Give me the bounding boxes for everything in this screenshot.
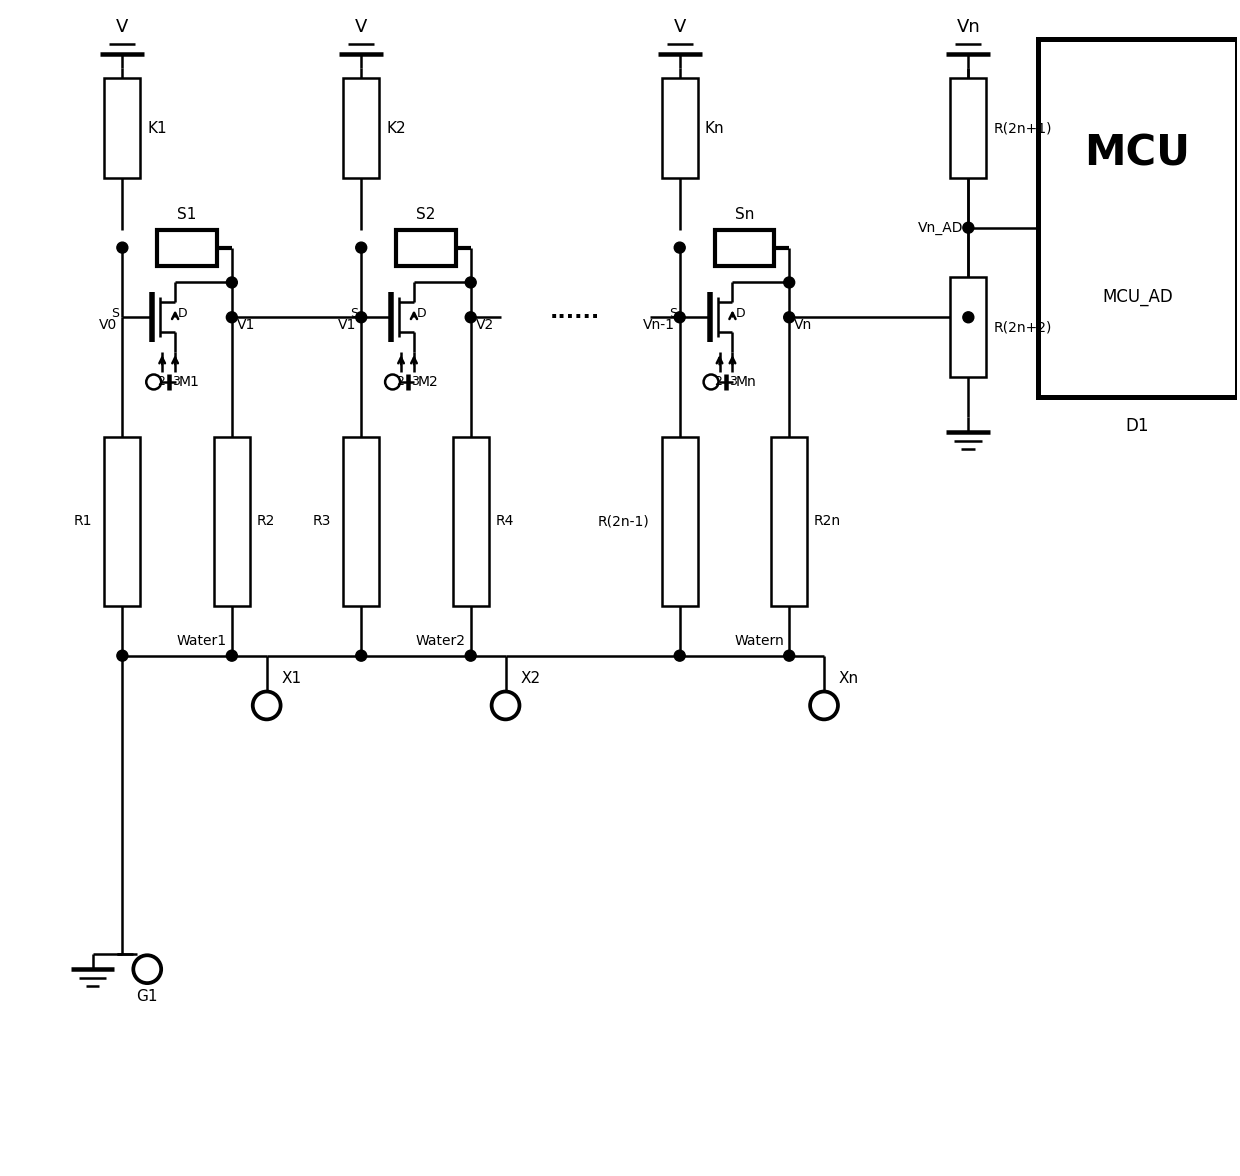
Text: R(2n-1): R(2n-1) [598, 514, 650, 528]
Text: M2: M2 [418, 375, 438, 389]
Circle shape [117, 650, 128, 661]
Text: Vn-1: Vn-1 [642, 319, 675, 333]
Text: V2: V2 [476, 319, 494, 333]
Circle shape [465, 278, 476, 288]
Bar [343, 436, 379, 606]
Bar [1038, 39, 1238, 397]
Bar [950, 79, 986, 178]
Text: S2: S2 [417, 207, 435, 222]
Text: X2: X2 [521, 670, 541, 686]
Bar [662, 436, 698, 606]
Circle shape [675, 312, 686, 322]
Text: K2: K2 [386, 121, 405, 135]
Text: V: V [117, 18, 129, 35]
Circle shape [784, 312, 795, 322]
Bar [950, 278, 986, 377]
Text: R4: R4 [496, 514, 513, 528]
Text: Watern: Watern [734, 634, 784, 648]
Text: R3: R3 [312, 514, 331, 528]
Text: MCU: MCU [1085, 132, 1190, 174]
Circle shape [117, 242, 128, 253]
Text: G1: G1 [136, 989, 157, 1004]
Text: 3: 3 [172, 375, 180, 388]
Circle shape [356, 242, 367, 253]
Text: Water1: Water1 [177, 634, 227, 648]
Text: V1: V1 [237, 319, 255, 333]
Bar [343, 79, 379, 178]
Circle shape [465, 650, 476, 661]
Text: R(2n+1): R(2n+1) [993, 121, 1052, 135]
Circle shape [356, 650, 367, 661]
Text: Mn: Mn [737, 375, 756, 389]
Text: D: D [417, 307, 427, 320]
Text: K1: K1 [148, 121, 167, 135]
Text: Vn: Vn [956, 18, 981, 35]
Circle shape [227, 650, 237, 661]
Text: Xn: Xn [839, 670, 859, 686]
Text: D1: D1 [1126, 416, 1149, 435]
Bar [396, 229, 456, 266]
Circle shape [675, 242, 686, 253]
Text: MCU_AD: MCU_AD [1102, 288, 1173, 306]
Text: 3: 3 [729, 375, 738, 388]
Bar [215, 436, 249, 606]
Text: V: V [673, 18, 686, 35]
Text: R(2n+2): R(2n+2) [993, 320, 1052, 334]
Text: D: D [735, 307, 745, 320]
Circle shape [356, 312, 367, 322]
Bar [714, 229, 774, 266]
Text: 2: 2 [714, 375, 723, 388]
Text: V: V [355, 18, 367, 35]
Text: Sn: Sn [735, 207, 754, 222]
Text: R2: R2 [257, 514, 275, 528]
Bar [453, 436, 489, 606]
Text: S1: S1 [177, 207, 197, 222]
Circle shape [784, 650, 795, 661]
Circle shape [784, 278, 795, 288]
Text: 3: 3 [410, 375, 419, 388]
Circle shape [465, 312, 476, 322]
Text: S: S [350, 307, 358, 320]
Text: R2n: R2n [815, 514, 841, 528]
Text: S: S [112, 307, 119, 320]
Text: Water2: Water2 [415, 634, 466, 648]
Circle shape [963, 222, 973, 233]
Text: 2: 2 [396, 375, 404, 388]
Bar [104, 79, 140, 178]
Text: X1: X1 [281, 670, 301, 686]
Text: V0: V0 [99, 319, 118, 333]
Text: S: S [668, 307, 677, 320]
Text: Vn: Vn [794, 319, 812, 333]
Text: Vn_AD: Vn_AD [918, 221, 963, 235]
Text: M1: M1 [179, 375, 200, 389]
Bar [771, 436, 807, 606]
Text: 2: 2 [157, 375, 165, 388]
Circle shape [227, 278, 237, 288]
Text: Kn: Kn [704, 121, 724, 135]
Text: V1: V1 [337, 319, 356, 333]
Bar [662, 79, 698, 178]
Text: D: D [179, 307, 187, 320]
Bar [104, 436, 140, 606]
Bar [157, 229, 217, 266]
Circle shape [227, 312, 237, 322]
Text: R1: R1 [74, 514, 93, 528]
Text: ......: ...... [551, 302, 600, 322]
Circle shape [963, 312, 973, 322]
Circle shape [675, 650, 686, 661]
